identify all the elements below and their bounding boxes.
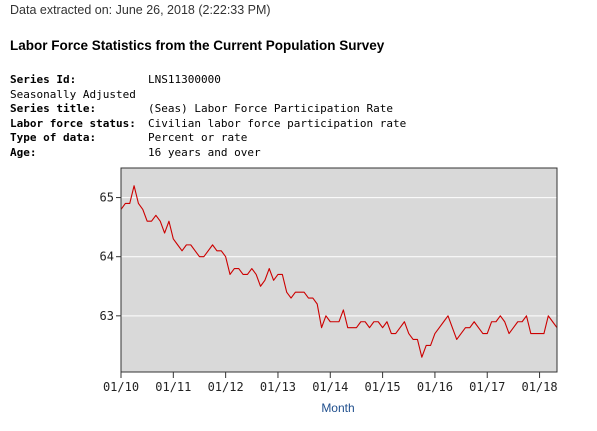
x-tick-label-01-18: 01/18 xyxy=(521,380,557,394)
data-type-value: Percent or rate xyxy=(148,131,248,145)
seasonal-adjustment: Seasonally Adjusted xyxy=(10,87,136,101)
x-tick-label-01-12: 01/12 xyxy=(208,380,244,394)
x-tick-label-01-14: 01/14 xyxy=(312,380,348,394)
extraction-timestamp: Data extracted on: June 26, 2018 (2:22:3… xyxy=(10,3,271,17)
age-label: Age: xyxy=(10,145,37,159)
labor-force-status-value: Civilian labor force participation rate xyxy=(148,116,407,130)
data-type-label: Type of data: xyxy=(10,131,97,145)
series-title-value: (Seas) Labor Force Participation Rate xyxy=(148,102,394,116)
plot-area xyxy=(120,167,558,373)
plot-frame xyxy=(120,167,558,373)
x-tick-label-01-15: 01/15 xyxy=(365,380,401,394)
series-line-0 xyxy=(120,185,558,358)
series-id-value: LNS11300000 xyxy=(148,73,221,86)
age-value: 16 years and over xyxy=(148,145,261,159)
labor-force-status-label: Labor force status: xyxy=(10,116,136,130)
page-title: Labor Force Statistics from the Current … xyxy=(10,38,385,53)
x-tick-label-01-13: 01/13 xyxy=(260,380,296,394)
series-id-label: Series Id: xyxy=(10,73,77,86)
x-tick-label-01-10: 01/10 xyxy=(103,380,139,394)
y-tick-label-63: 63 xyxy=(100,309,114,323)
y-tick-label-65: 65 xyxy=(100,191,114,205)
series-title-label: Series title: xyxy=(10,102,97,116)
x-axis-label: Month xyxy=(321,401,354,415)
y-tick-label-64: 64 xyxy=(100,250,114,264)
x-tick-label-01-11: 01/11 xyxy=(155,380,191,394)
x-tick-label-01-16: 01/16 xyxy=(417,380,453,394)
x-tick-label-01-17: 01/17 xyxy=(469,380,505,394)
